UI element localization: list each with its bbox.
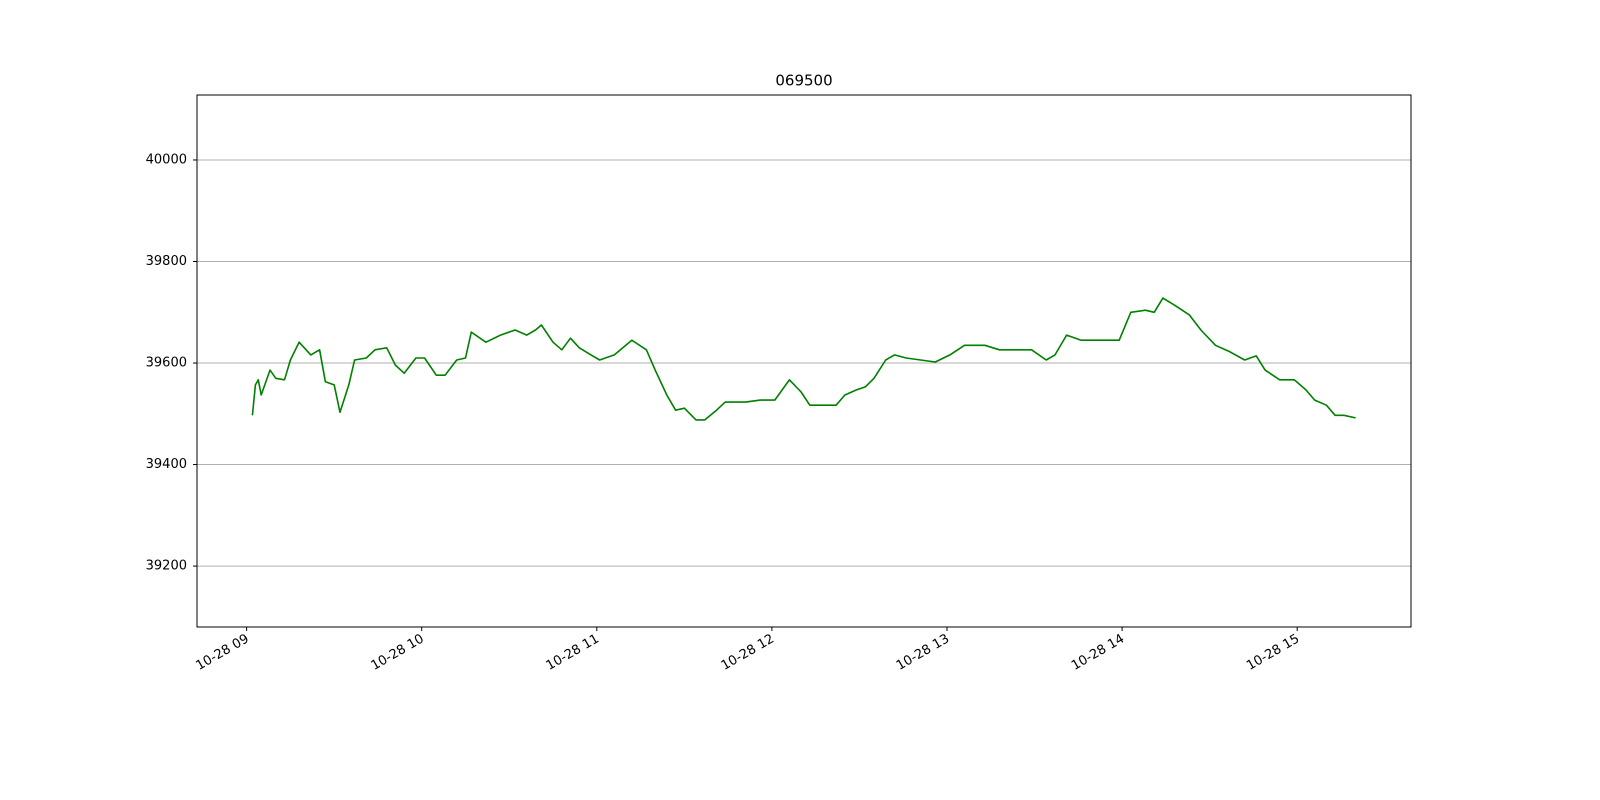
x-tick-label: 10-28 12	[719, 631, 777, 673]
x-tick-label: 10-28 14	[1069, 631, 1127, 673]
x-tick-label: 10-28 11	[544, 631, 602, 673]
x-tick-label: 10-28 13	[894, 631, 952, 673]
plot-frame	[196, 94, 1412, 628]
price-line	[251, 297, 1356, 421]
x-tick-label: 10-28 15	[1244, 631, 1302, 673]
y-tick-label: 39400	[146, 457, 187, 472]
y-tick-label: 39800	[146, 254, 187, 269]
x-tick-label: 10-28 10	[369, 631, 427, 673]
y-tick-label: 39600	[146, 356, 187, 371]
x-tick-label: 10-28 09	[193, 631, 251, 673]
chart-title: 069500	[775, 72, 832, 90]
y-tick-label: 40000	[146, 152, 187, 167]
y-tick-label: 39200	[146, 559, 187, 574]
